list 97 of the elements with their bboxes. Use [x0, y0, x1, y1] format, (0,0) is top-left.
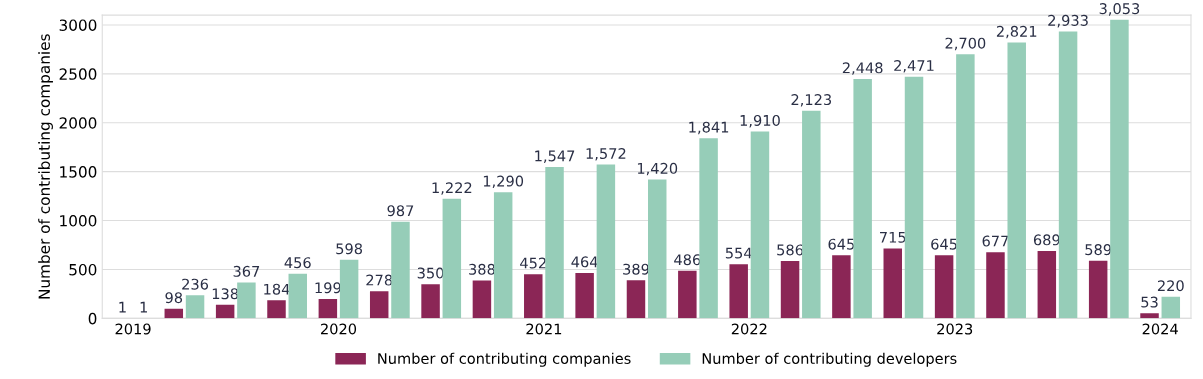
- bar: [1007, 42, 1026, 319]
- data-label: 677: [982, 235, 1009, 247]
- data-label: 98: [165, 292, 183, 304]
- bar: [853, 78, 872, 319]
- data-label: 2,471: [894, 60, 934, 73]
- bar: [1058, 31, 1078, 319]
- bar: [215, 304, 235, 319]
- data-label: 236: [182, 278, 209, 290]
- data-label: 220: [1157, 280, 1184, 292]
- bar: [934, 255, 954, 319]
- data-label: 464: [571, 256, 598, 268]
- data-label: 1,547: [535, 150, 575, 163]
- legend-label: Number of contributing companies: [378, 352, 631, 367]
- bar: [1110, 19, 1129, 319]
- data-label: 645: [931, 238, 957, 250]
- data-label: 3,053: [1099, 3, 1140, 16]
- x-tick-label: 2022: [731, 323, 767, 335]
- bar: [185, 295, 205, 319]
- data-label: 645: [828, 238, 855, 250]
- y-tick-label: 1000: [60, 215, 97, 227]
- data-label: 1,572: [586, 147, 626, 161]
- data-label: 715: [880, 231, 906, 243]
- data-label: 278: [366, 274, 393, 286]
- data-label: 1,222: [432, 182, 472, 195]
- y-tick-label: 3000: [59, 19, 97, 31]
- data-label: 1: [119, 301, 126, 313]
- data-label: 1,841: [689, 121, 729, 135]
- bar: [237, 282, 256, 319]
- y-tick-label: 2000: [59, 117, 97, 129]
- data-label: 554: [725, 247, 752, 259]
- data-label: 350: [417, 267, 444, 279]
- bar: [699, 138, 718, 319]
- bar: [986, 252, 1005, 319]
- bar: [421, 284, 440, 319]
- bar: [288, 273, 308, 319]
- data-label: 184: [264, 283, 290, 295]
- bar: [956, 54, 975, 319]
- bar: [391, 221, 410, 319]
- bar: [832, 255, 851, 319]
- data-label: 987: [387, 205, 414, 217]
- data-label: 452: [520, 257, 546, 269]
- data-label: 586: [777, 244, 804, 256]
- data-label: 598: [336, 243, 363, 255]
- bar: [318, 298, 338, 319]
- bar: [648, 179, 667, 319]
- data-label: 388: [469, 263, 495, 275]
- data-label: 367: [233, 265, 260, 277]
- data-label: 589: [1085, 244, 1112, 256]
- bar: [524, 274, 543, 319]
- x-tick-label: 2019: [115, 323, 151, 335]
- bar: [904, 76, 924, 319]
- data-label: 138: [212, 288, 239, 300]
- data-label: 2,700: [945, 37, 986, 51]
- bar: [1140, 313, 1159, 319]
- data-label: 1: [140, 301, 147, 313]
- legend-label: Number of contributing developers: [702, 352, 957, 367]
- bar: [493, 192, 513, 319]
- data-label: 1,420: [637, 162, 678, 176]
- y-tick-label: 0: [88, 312, 97, 325]
- bar: [626, 280, 646, 319]
- data-label: 2,933: [1048, 14, 1088, 28]
- y-axis-title: Number of contributing companies: [38, 34, 53, 299]
- bar: [442, 198, 462, 319]
- bar: [1088, 260, 1108, 319]
- data-label: 199: [315, 282, 341, 294]
- data-label: 1,910: [740, 114, 780, 128]
- data-label: 2,123: [791, 94, 832, 107]
- data-label: 2,448: [842, 62, 883, 75]
- bar: [472, 280, 492, 319]
- bar: [164, 308, 184, 319]
- y-tick-label: 2500: [59, 68, 97, 80]
- data-label: 2,821: [996, 25, 1037, 39]
- x-tick-label: 2024: [1142, 323, 1178, 335]
- y-tick-label: 500: [69, 263, 97, 276]
- data-label: 689: [1033, 234, 1060, 246]
- bar: [575, 272, 594, 319]
- y-tick-label: 1500: [60, 166, 97, 178]
- bar: [596, 164, 616, 319]
- bar: [369, 291, 389, 319]
- bar: [883, 248, 902, 319]
- data-label: 1,290: [483, 175, 524, 189]
- data-label: 456: [284, 257, 311, 269]
- x-tick-label: 2021: [526, 323, 562, 335]
- bar: [1161, 296, 1181, 319]
- bar: [545, 167, 564, 319]
- bar: [750, 131, 770, 319]
- data-label: 486: [674, 254, 701, 266]
- bar: [729, 264, 748, 319]
- bar: [678, 270, 697, 319]
- x-tick-label: 2020: [321, 323, 357, 335]
- data-label: 53: [1141, 296, 1158, 308]
- bar: [339, 259, 359, 319]
- bar: [1037, 250, 1057, 319]
- bar: [780, 261, 800, 319]
- x-tick-label: 2023: [937, 323, 973, 335]
- bar: [267, 300, 286, 319]
- bar: [802, 110, 821, 319]
